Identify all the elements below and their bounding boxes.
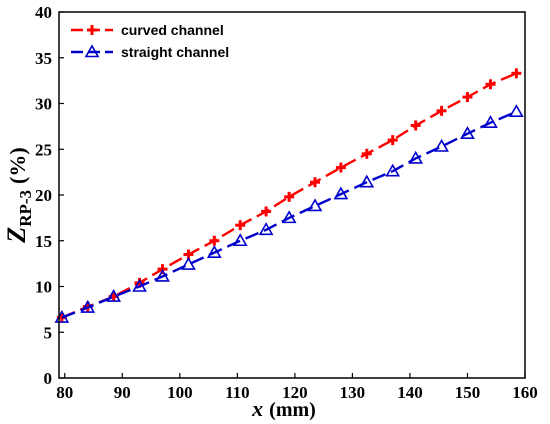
x-tick-label-2: 100 [167, 383, 193, 402]
legend-marker-1 [84, 44, 100, 58]
series-1-point-4 [155, 268, 170, 282]
series-0-point-11 [335, 162, 346, 173]
legend-marker-0 [87, 25, 97, 35]
y-axis-label-variable: Z [2, 227, 31, 244]
y-tick-label-6: 30 [35, 95, 52, 114]
series-0-point-9 [284, 191, 295, 202]
series-1-point-1 [80, 299, 96, 313]
x-tick-label-5: 130 [340, 383, 366, 402]
series-1-point-2 [106, 288, 122, 302]
series-1-point-11 [333, 186, 349, 200]
y-axis-label-subscript: RP-3 [16, 190, 35, 227]
series-0-point-6 [209, 235, 220, 246]
plot-marks [54, 68, 524, 323]
x-axis-label-variable: x [251, 396, 263, 421]
series-1-point-7 [232, 233, 248, 247]
x-tick-label-1: 90 [114, 383, 131, 402]
series-1-point-9 [281, 210, 297, 224]
x-tick-label-0: 80 [56, 383, 73, 402]
series-1-point-16 [460, 126, 475, 139]
series-1-point-10 [307, 198, 323, 212]
x-tick-label-8: 160 [512, 383, 538, 402]
series-0-point-13 [387, 135, 398, 146]
series-1-point-14 [408, 150, 424, 164]
x-tick-label-7: 150 [455, 383, 481, 402]
series-0-point-10 [310, 177, 321, 188]
series-1-point-5 [181, 256, 196, 270]
series-1-point-12 [359, 174, 375, 188]
series-0-point-17 [485, 79, 496, 90]
series-1-point-3 [132, 278, 147, 292]
series-1-point-8 [258, 222, 274, 236]
series-0-point-15 [436, 105, 447, 116]
y-axis-label: ZRP-3 (%) [2, 147, 35, 243]
x-axis-label: x (mm) [251, 396, 316, 421]
x-axis-label-unit: (mm) [269, 399, 316, 421]
y-tick-label-7: 35 [35, 49, 52, 68]
series-1-point-13 [385, 163, 401, 177]
legend-label-0: curved channel [121, 22, 224, 38]
y-tick-label-3: 15 [35, 232, 52, 251]
y-axis-label-unit: (%) [5, 147, 30, 184]
y-tick-label-8: 40 [35, 3, 52, 22]
y-tick-label-0: 0 [44, 369, 53, 388]
legend-label-1: straight channel [121, 44, 229, 60]
series-0-point-16 [462, 92, 473, 103]
series-0-point-7 [235, 220, 246, 231]
series-0-point-8 [261, 206, 272, 217]
series-1-line [61, 110, 517, 319]
y-tick-label-1: 5 [44, 323, 53, 342]
series-0-point-18 [511, 68, 522, 79]
y-tick-label-2: 10 [35, 278, 52, 297]
y-tick-label-5: 25 [35, 140, 52, 159]
y-tick-label-4: 20 [35, 186, 52, 205]
series-1-point-17 [483, 115, 498, 129]
series-1-point-6 [206, 245, 222, 258]
series-1-point-18 [508, 104, 524, 118]
series-1-point-15 [434, 138, 449, 152]
x-tick-label-4: 120 [282, 383, 308, 402]
series-0-point-12 [361, 148, 372, 159]
legend: curved channel straight channel [71, 22, 229, 60]
series-0-point-14 [410, 120, 421, 131]
axis-ticks: 80 90 100 110 120 130 140 150 160 0 5 10 15 20 25 30 35 4… [35, 3, 538, 402]
x-tick-label-3: 110 [225, 383, 250, 402]
x-tick-label-6: 140 [397, 383, 423, 402]
